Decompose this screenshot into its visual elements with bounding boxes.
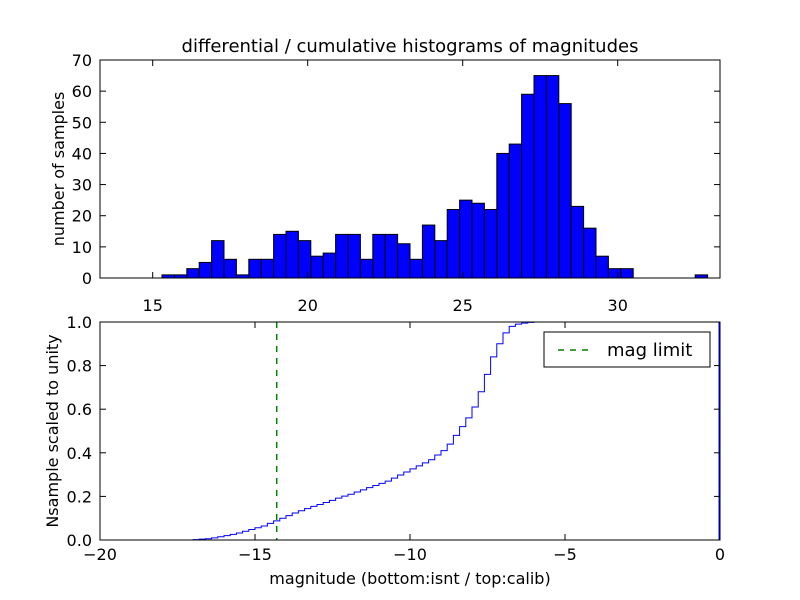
histogram-bar [583,227,597,279]
bottom-chart: 0.0 0.2 0.4 0.6 0.8 1.0 −20 −15 −10 −5 0 mag limit… [43,313,725,588]
top-y-tick-label: 20 [72,207,92,226]
bottom-plot-frame [99,321,721,541]
histogram-bar [595,255,609,279]
bottom-ticks: 0.0 0.2 0.4 0.6 0.8 1.0 −20 −15 −10 −5 0 [67,313,726,564]
histogram-bar [620,268,634,279]
histogram-bar [570,205,585,279]
bottom-x-tick-label: −5 [553,545,577,564]
top-y-tick-label: 60 [72,82,92,101]
top-chart: differential / cumulative histograms of … [49,36,721,315]
histogram-bar [372,233,386,279]
histogram-bar [211,240,225,279]
histogram-bar [434,240,448,279]
histogram-bar [186,268,200,279]
histogram-bar [335,233,349,279]
bottom-y-tick-label: 1.0 [67,313,92,332]
cdf-line [100,321,720,541]
histogram-bar [198,261,213,279]
bottom-y-tick-label: 0.4 [67,444,92,463]
bottom-y-axis-label: Nsample scaled to unity [43,334,62,527]
histogram-bar [483,208,498,279]
top-x-tick-label: 15 [143,296,163,315]
top-x-tick-label: 20 [298,296,318,315]
histogram-bar [384,233,399,279]
histogram-bar [273,233,287,279]
top-x-tick-label: 25 [453,296,473,315]
bottom-y-tick-label: 0.6 [67,400,92,419]
top-y-tick-label: 30 [72,176,92,195]
top-bars [161,75,709,279]
top-x-tick-label: 30 [608,296,628,315]
histogram-bar [397,243,411,279]
bottom-x-tick-label: −10 [393,545,427,564]
top-y-tick-label: 50 [72,113,92,132]
histogram-bar [508,143,523,279]
top-y-axis-label: number of samples [49,92,68,247]
top-chart-title: differential / cumulative histograms of … [182,36,639,57]
histogram-bar [421,224,436,279]
top-y-tick-label: 40 [72,144,92,163]
bottom-x-tick-label: 0 [715,545,725,564]
top-plot-frame [99,59,721,279]
histogram-bar [446,208,461,279]
histogram-bar [347,233,361,279]
bottom-x-tick-label: −20 [83,545,117,564]
histogram-bar [545,75,560,279]
bottom-y-tick-label: 0.2 [67,487,92,506]
histogram-bar [521,93,535,279]
histogram-bar [496,152,510,279]
histogram-bar [409,258,423,279]
top-y-tick-label: 0 [82,269,92,288]
histogram-bar [359,258,374,279]
histogram-bar [223,258,237,279]
top-y-tick-label: 70 [72,51,92,70]
histogram-bar [533,75,547,279]
histogram-bar [459,199,473,279]
top-ticks: 0 10 20 30 40 50 60 70 15 20 25 30 [72,51,720,315]
bottom-y-tick-label: 0.8 [67,357,92,376]
histogram-bar [297,240,312,279]
bottom-x-tick-label: −15 [238,545,272,564]
histogram-bar [310,255,324,279]
legend: mag limit [543,331,711,368]
top-y-tick-label: 10 [72,238,92,257]
histogram-bar [285,230,299,279]
histogram-bar [322,252,337,279]
histogram-bar [248,258,262,279]
bottom-x-axis-label: magnitude (bottom:isnt / top:calib) [269,569,550,588]
histogram-bar [471,202,485,279]
histogram-bar [260,258,275,279]
legend-mag-limit-label: mag limit [607,340,692,361]
histogram-bar [558,103,572,279]
bottom-y-tick-label: 0.0 [67,531,92,550]
histogram-bar [607,268,622,279]
